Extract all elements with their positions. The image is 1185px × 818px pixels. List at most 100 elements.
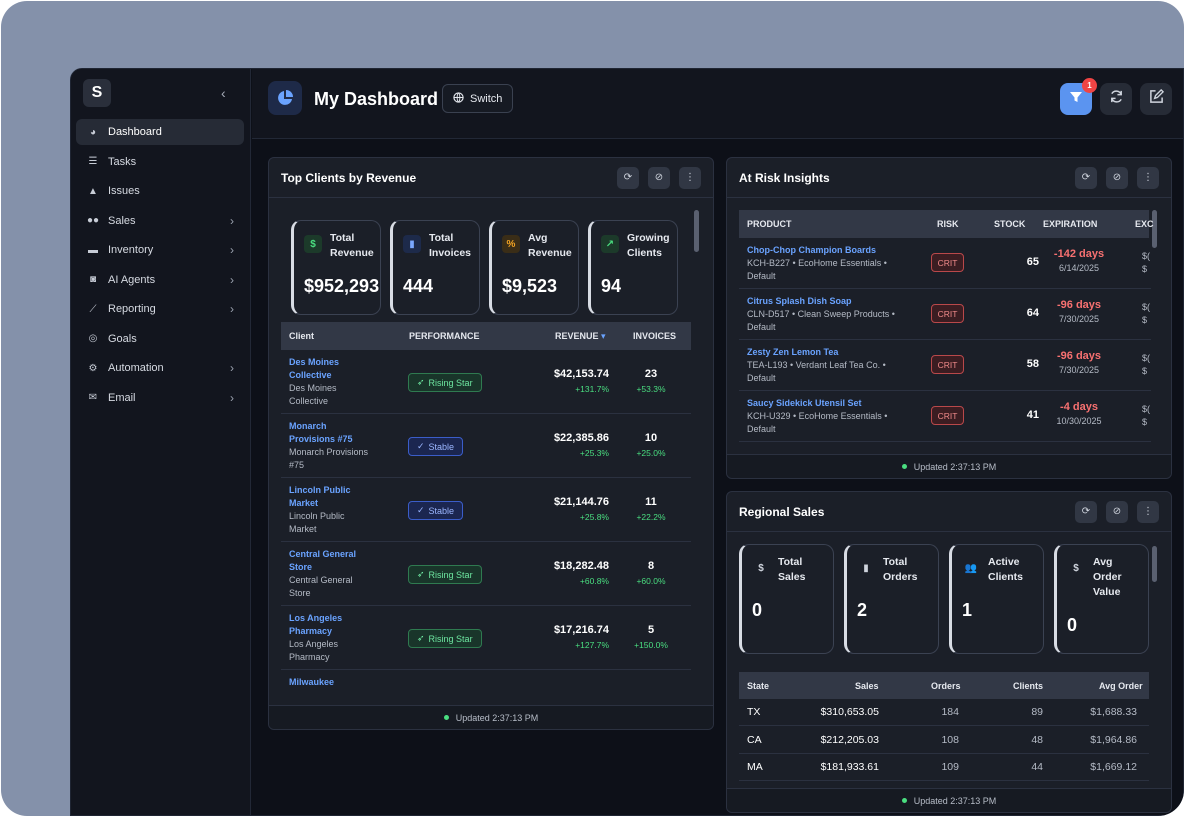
regional-table-header: State Sales Orders Clients Avg Order bbox=[739, 672, 1149, 699]
client-link[interactable]: Des Moines bbox=[289, 357, 340, 367]
chevron-right-icon: › bbox=[230, 361, 234, 375]
app-logo[interactable]: S bbox=[83, 79, 111, 107]
product-link[interactable]: Chop-Chop Champion Boards bbox=[747, 245, 876, 255]
check-icon: ✓ bbox=[417, 441, 425, 451]
table-row[interactable]: TX $310,653.05 184 89 $1,688.33 bbox=[739, 699, 1149, 726]
product-link[interactable]: Zesty Zen Lemon Tea bbox=[747, 347, 839, 357]
pie-chart-icon: ◕ bbox=[89, 126, 97, 138]
col-risk[interactable]: RISK bbox=[937, 219, 959, 229]
panel-clear-filter-button[interactable]: ⊘ bbox=[1106, 500, 1128, 523]
panel-menu-button[interactable]: ⋮ bbox=[1137, 166, 1159, 189]
kpi-card[interactable]: % Avg Revenue $9,523 bbox=[489, 220, 579, 315]
col-state[interactable]: State bbox=[747, 680, 770, 691]
client-link[interactable]: Lincoln Public bbox=[289, 485, 351, 495]
sidebar-item-automation[interactable]: ⚙ Automation › bbox=[76, 355, 244, 381]
expiration-cell: -96 days 7/30/2025 bbox=[1044, 350, 1114, 375]
sort-desc-icon: ▾ bbox=[601, 330, 606, 341]
panel-footer: Updated 2:37:13 PM bbox=[269, 705, 713, 729]
kpi-card[interactable]: ▮ Total Orders 2 bbox=[844, 544, 939, 654]
client-link[interactable]: Central General bbox=[289, 549, 357, 559]
kpi-label: Active Clients bbox=[988, 555, 1023, 585]
sidebar-item-tasks[interactable]: ☰ Tasks bbox=[76, 149, 244, 175]
kpi-label-line: Order bbox=[1093, 571, 1122, 583]
panel-menu-button[interactable]: ⋮ bbox=[679, 166, 701, 189]
extra-cell: $($ bbox=[1142, 403, 1150, 429]
table-row[interactable]: Chop-Chop Champion Boards KCH-B227 • EcoH… bbox=[739, 238, 1151, 289]
panel-refresh-button[interactable]: ⟳ bbox=[617, 166, 639, 189]
sidebar-item-email[interactable]: ✉ Email › bbox=[76, 385, 244, 411]
kpi-card[interactable]: ↗ Growing Clients 94 bbox=[588, 220, 678, 315]
product-cell: Chop-Chop Champion Boards KCH-B227 • EcoH… bbox=[747, 244, 907, 283]
col-product[interactable]: PRODUCT bbox=[747, 219, 792, 229]
scrollbar-thumb[interactable] bbox=[1152, 546, 1157, 582]
col-extra[interactable]: EXC bbox=[1135, 219, 1154, 229]
sidebar-item-issues[interactable]: ▲ Issues bbox=[76, 178, 244, 204]
client-link[interactable]: Los Angeles bbox=[289, 613, 343, 623]
kpi-card[interactable]: $ Avg Order Value 0 bbox=[1054, 544, 1149, 654]
scrollbar-thumb[interactable] bbox=[694, 210, 699, 252]
product-link[interactable]: Citrus Splash Dish Soap bbox=[747, 296, 852, 306]
sidebar-item-sales[interactable]: ●● Sales › bbox=[76, 208, 244, 234]
panel-clear-filter-button[interactable]: ⊘ bbox=[648, 166, 670, 189]
sidebar-item-goals[interactable]: ◎ Goals bbox=[76, 326, 244, 352]
table-row[interactable]: Des Moines Collective Des Moines Collective… bbox=[281, 350, 691, 414]
extra-cell: $($ bbox=[1142, 250, 1150, 276]
col-performance[interactable]: PERFORMANCE bbox=[409, 331, 480, 341]
kpi-card[interactable]: ▮ Total Invoices 444 bbox=[390, 220, 480, 315]
sidebar-item-label: Dashboard bbox=[108, 126, 162, 138]
kpi-label-line: Value bbox=[1093, 586, 1121, 598]
client-link[interactable]: Pharmacy bbox=[289, 626, 333, 636]
sidebar-item-inventory[interactable]: ▬ Inventory › bbox=[76, 237, 244, 263]
product-link[interactable]: Saucy Sidekick Utensil Set bbox=[747, 398, 862, 408]
table-row[interactable]: Citrus Splash Dish Soap CLN-D517 • Clean … bbox=[739, 289, 1151, 340]
col-client[interactable]: Client bbox=[289, 331, 315, 341]
col-revenue-label: REVENUE bbox=[555, 330, 599, 341]
switch-button[interactable]: Switch bbox=[442, 84, 514, 113]
col-avg-order[interactable]: Avg Order bbox=[1099, 680, 1143, 691]
performance-badge: ✓ Stable bbox=[408, 437, 464, 456]
col-expiration[interactable]: EXPIRATION bbox=[1043, 219, 1098, 229]
table-row[interactable]: Zesty Zen Lemon Tea TEA-L193 • Verdant Le… bbox=[739, 340, 1151, 391]
table-row[interactable]: Milwaukee bbox=[281, 670, 691, 705]
refresh-icon: ⟳ bbox=[623, 172, 633, 183]
table-row[interactable]: Saucy Sidekick Utensil Set KCH-U329 • Eco… bbox=[739, 391, 1151, 442]
client-link[interactable]: Monarch bbox=[289, 421, 327, 431]
clients-table-header: Client PERFORMANCE REVENUE ▾ INVOICES bbox=[281, 322, 691, 350]
panel-menu-button[interactable]: ⋮ bbox=[1137, 500, 1159, 523]
table-row[interactable]: MA $181,933.61 109 44 $1,669.12 bbox=[739, 754, 1149, 781]
table-row[interactable]: Monarch Provisions #75 Monarch Provisions #… bbox=[281, 414, 691, 478]
col-orders[interactable]: Orders bbox=[931, 680, 961, 691]
client-link[interactable]: Provisions #75 bbox=[289, 434, 353, 444]
kpi-card[interactable]: $ Total Revenue $952,293 bbox=[291, 220, 381, 315]
client-link[interactable]: Store bbox=[289, 562, 313, 572]
col-clients[interactable]: Clients bbox=[1013, 680, 1044, 691]
table-row[interactable]: CA $212,205.03 108 48 $1,964.86 bbox=[739, 727, 1149, 754]
refresh-button[interactable] bbox=[1100, 83, 1132, 115]
sidebar-item-dashboard[interactable]: ◕ Dashboard bbox=[76, 119, 244, 145]
client-link[interactable]: Market bbox=[289, 498, 319, 508]
panel-refresh-button[interactable]: ⟳ bbox=[1075, 500, 1097, 523]
sidebar-item-reporting[interactable]: ⟋ Reporting › bbox=[76, 296, 244, 322]
kpi-card[interactable]: 👥 Active Clients 1 bbox=[949, 544, 1044, 654]
sidebar-item-ai-agents[interactable]: ◙ AI Agents › bbox=[76, 267, 244, 293]
col-revenue[interactable]: REVENUE ▾ bbox=[555, 331, 606, 342]
client-link[interactable]: Collective bbox=[289, 370, 332, 380]
invoices-growth: +60.0% bbox=[636, 576, 666, 586]
col-stock[interactable]: STOCK bbox=[994, 219, 1026, 229]
invoices-growth: +53.3% bbox=[636, 384, 666, 394]
collapse-sidebar-icon[interactable]: ‹ bbox=[221, 85, 226, 101]
kpi-label: Total Invoices bbox=[429, 231, 471, 261]
panel-clear-filter-button[interactable]: ⊘ bbox=[1106, 166, 1128, 189]
col-invoices[interactable]: INVOICES bbox=[633, 331, 677, 341]
revenue-value: $21,144.76 bbox=[553, 496, 609, 508]
table-row[interactable]: Lincoln Public Market Lincoln Public Market… bbox=[281, 478, 691, 542]
table-row[interactable]: Central General Store Central General Store… bbox=[281, 542, 691, 606]
scrollbar-thumb[interactable] bbox=[1152, 210, 1157, 248]
filter-button[interactable]: 1 bbox=[1060, 78, 1097, 115]
col-sales[interactable]: Sales bbox=[855, 680, 879, 691]
kpi-card[interactable]: $ Total Sales 0 bbox=[739, 544, 834, 654]
client-link[interactable]: Milwaukee bbox=[289, 677, 335, 687]
table-row[interactable]: Los Angeles Pharmacy Los Angeles Pharmacy ➶ R… bbox=[281, 606, 691, 670]
panel-refresh-button[interactable]: ⟳ bbox=[1075, 166, 1097, 189]
edit-button[interactable] bbox=[1140, 83, 1172, 115]
